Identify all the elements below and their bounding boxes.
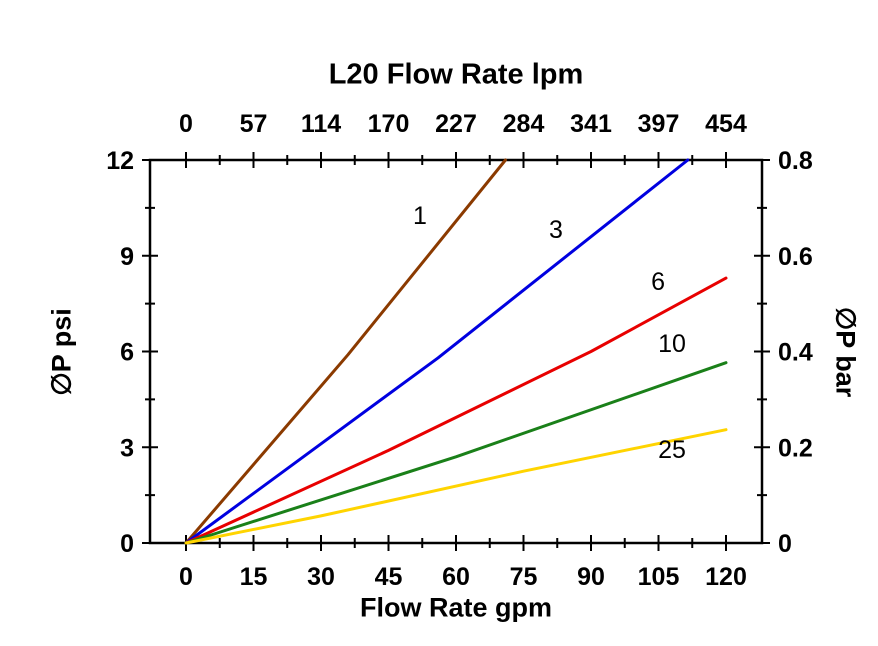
bottom-axis-tick-label: 45 bbox=[375, 563, 403, 591]
series-line-25 bbox=[184, 428, 728, 545]
bottom-axis-tick-label: 0 bbox=[179, 563, 193, 591]
top-axis-tick-label: 227 bbox=[435, 110, 477, 138]
left-axis-tick-label: 12 bbox=[106, 147, 134, 175]
right-axis-tick-label: 0.6 bbox=[778, 243, 813, 271]
series-line-3 bbox=[184, 158, 690, 545]
right-axis-title: ∅P bar bbox=[830, 306, 861, 398]
bottom-axis-tick-label: 60 bbox=[442, 563, 470, 591]
right-axis-tick-label: 0.8 bbox=[778, 147, 813, 175]
left-axis-tick-label: 9 bbox=[120, 243, 134, 271]
bottom-axis-title: Flow Rate gpm bbox=[359, 592, 553, 623]
top-axis-tick-label: 397 bbox=[638, 110, 680, 138]
series-line-1 bbox=[184, 158, 507, 545]
top-axis-tick-label: 0 bbox=[179, 110, 193, 138]
series-label-6: 6 bbox=[651, 268, 665, 296]
left-axis-tick-label: 0 bbox=[120, 530, 134, 558]
right-axis-tick-label: 0.2 bbox=[778, 434, 813, 462]
bottom-axis-tick-label: 90 bbox=[577, 563, 605, 591]
left-axis-tick-label: 3 bbox=[120, 434, 134, 462]
series-line-6 bbox=[184, 276, 728, 545]
series-label-3: 3 bbox=[549, 216, 563, 244]
top-axis-tick-label: 284 bbox=[503, 110, 545, 138]
series-line-10 bbox=[184, 361, 728, 545]
top-axis-tick-label: 170 bbox=[368, 110, 410, 138]
bottom-axis-tick-label: 75 bbox=[510, 563, 538, 591]
top-axis-tick-label: 341 bbox=[570, 110, 612, 138]
bottom-axis-tick-label: 105 bbox=[638, 563, 680, 591]
right-axis-tick-label: 0 bbox=[778, 530, 792, 558]
top-axis-tick-label: 454 bbox=[705, 110, 747, 138]
left-axis-tick-label: 6 bbox=[120, 339, 134, 367]
right-axis-tick-label: 0.4 bbox=[778, 339, 813, 367]
top-axis-tick-label: 114 bbox=[301, 110, 341, 138]
top-axis-tick-label: 57 bbox=[240, 110, 268, 138]
top-axis-title: L20 Flow Rate lpm bbox=[328, 58, 584, 91]
bottom-axis-tick-label: 15 bbox=[240, 563, 268, 591]
bottom-axis-tick-label: 120 bbox=[705, 563, 747, 591]
series-label-10: 10 bbox=[658, 330, 686, 358]
bottom-axis-tick-label: 30 bbox=[307, 563, 335, 591]
left-axis-title: ∅P psi bbox=[46, 308, 77, 396]
series-label-25: 25 bbox=[658, 436, 686, 464]
series-label-1: 1 bbox=[413, 202, 427, 230]
